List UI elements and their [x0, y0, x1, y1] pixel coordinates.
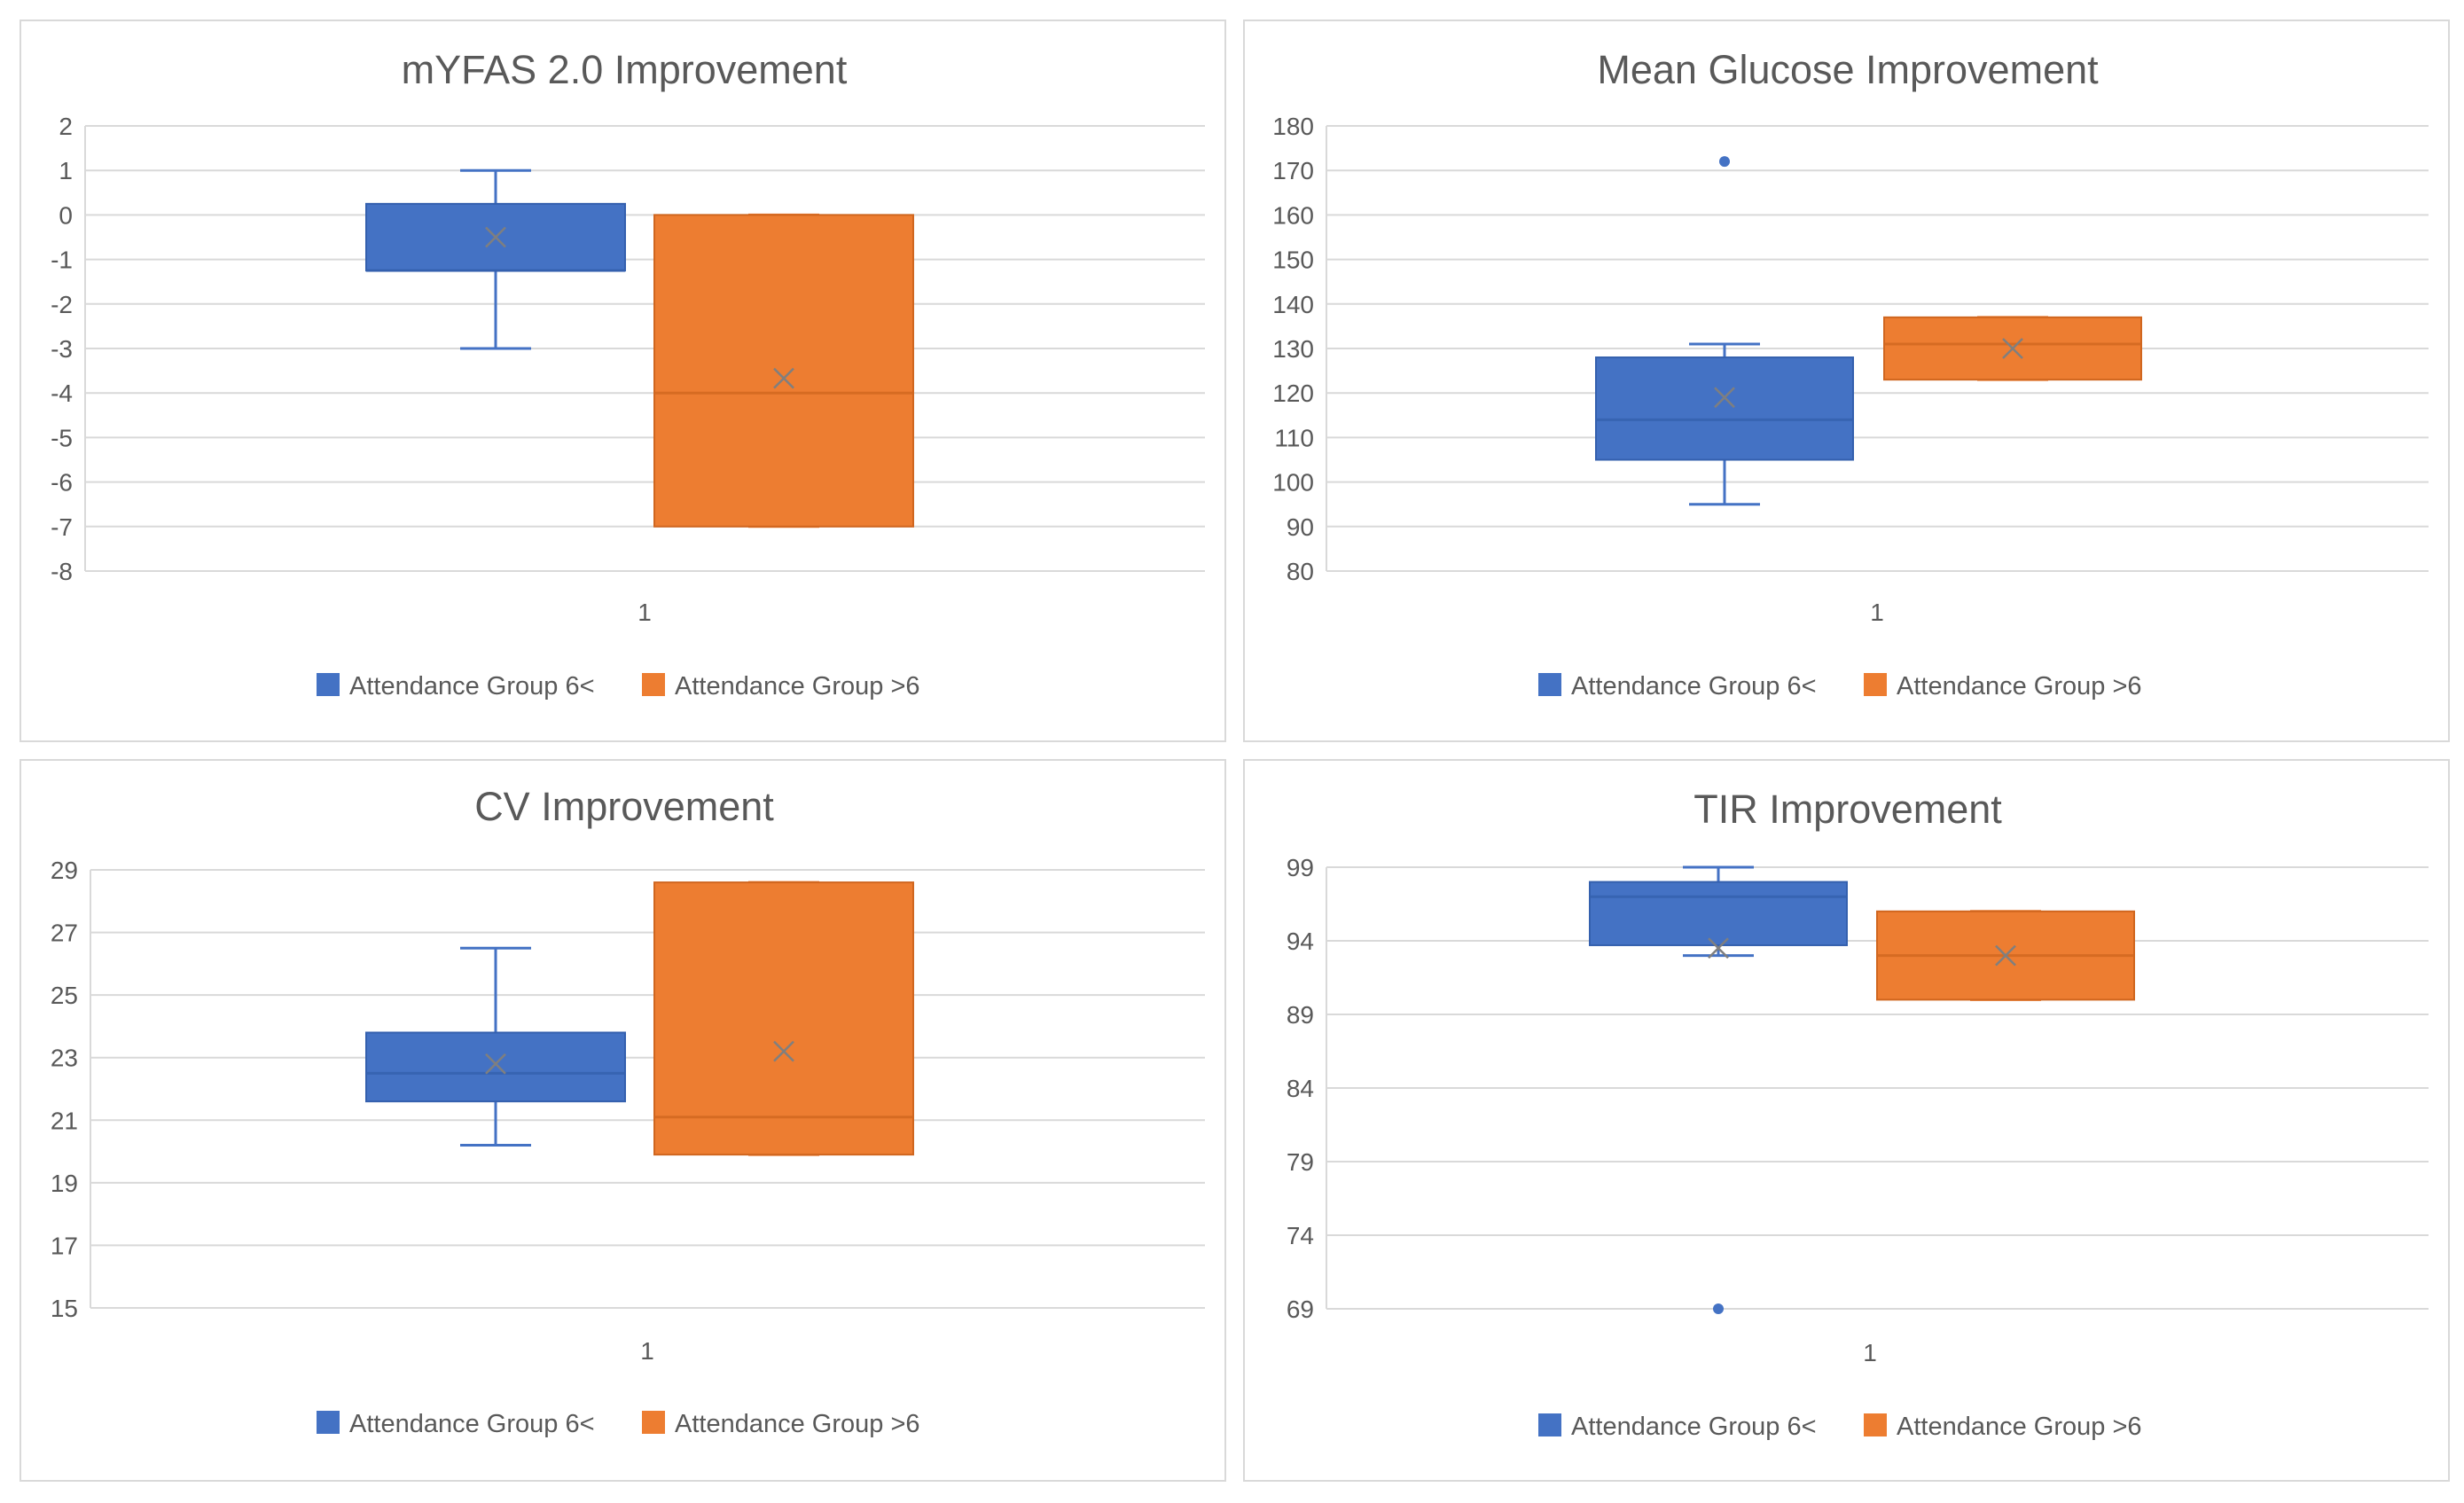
legend: Attendance Group 6< Attendance Group >6: [1538, 672, 2142, 701]
legend-label-group-6-lt: Attendance Group 6<: [349, 672, 595, 701]
y-tick-label: 1: [59, 157, 73, 184]
mean-marker: [485, 226, 506, 248]
legend-swatch-group-6-lt: [1538, 1413, 1561, 1436]
box-group-6-lt: [365, 946, 626, 1147]
outlier-point: [1719, 156, 1730, 168]
legend: Attendance Group 6< Attendance Group >6: [1538, 1413, 2142, 1441]
y-tick-label: -6: [51, 469, 73, 497]
y-tick-label: 89: [1287, 1001, 1314, 1029]
box-group-gt-6: [653, 213, 914, 528]
box-group-gt-6: [1883, 316, 2142, 381]
chart-panel-mean-glucose: Mean Glucose Improvement 180 170 160 150 140…: [1243, 20, 2450, 742]
y-tick-label: 80: [1287, 558, 1314, 585]
y-tick-label: 140: [1272, 291, 1314, 318]
legend-swatch-group-6-lt: [317, 673, 340, 696]
box-group-6-lt: [365, 168, 626, 350]
y-tick-label: 74: [1287, 1222, 1314, 1249]
box-group-6-lt: [1595, 156, 1854, 506]
chart-myfas: mYFAS 2.0 Improvement 2 1 0 -1 -2 -3 -4 -5 -6 -7 -…: [51, 47, 1205, 701]
y-tick-label: -1: [51, 247, 73, 274]
y-tick-label: -4: [51, 380, 73, 407]
y-tick-label: 25: [51, 982, 78, 1009]
legend-swatch-group-gt-6: [1864, 1413, 1887, 1436]
chart-panel-tir: TIR Improvement 99 94 89 84 79 74 69 1 Attenda…: [1243, 759, 2450, 1482]
y-tick-label: 21: [51, 1107, 78, 1134]
y-tick-label: 69: [1287, 1296, 1314, 1323]
mean-marker: [773, 1040, 794, 1062]
box-body: [1595, 356, 1854, 461]
y-tick-label: 15: [51, 1295, 78, 1322]
x-tick-label: 1: [638, 599, 652, 626]
y-tick-label: -2: [51, 291, 73, 318]
legend: Attendance Group 6< Attendance Group >6: [317, 672, 920, 701]
y-tick-label: 79: [1287, 1148, 1314, 1176]
y-tick-label: 150: [1272, 247, 1314, 274]
chart-title: TIR Improvement: [1694, 787, 2002, 832]
y-tick-label: 180: [1272, 113, 1314, 140]
box-body: [365, 1031, 626, 1103]
chart-mean-glucose: Mean Glucose Improvement 180170160150140…: [1272, 47, 2429, 701]
y-tick-label: 0: [59, 201, 73, 229]
y-tick-label: 170: [1272, 157, 1314, 184]
chart-title: CV Improvement: [474, 784, 774, 829]
y-tick-label: 130: [1272, 335, 1314, 363]
y-tick-label: 23: [51, 1045, 78, 1072]
y-tick-label: 110: [1274, 424, 1314, 451]
y-tick-label: 120: [1272, 380, 1314, 407]
x-tick-label: 1: [1870, 599, 1884, 626]
y-tick-label: 99: [1287, 854, 1314, 881]
legend-swatch-group-gt-6: [642, 1411, 665, 1434]
y-tick-label: -7: [51, 513, 73, 541]
y-tick-label: 27: [51, 920, 78, 947]
box-body: [653, 214, 914, 528]
legend-label-group-gt-6: Attendance Group >6: [675, 672, 920, 701]
y-tick-label: 100: [1272, 469, 1314, 497]
legend-label-group-6-lt: Attendance Group 6<: [349, 1410, 595, 1438]
chart-tir: TIR Improvement 99 94 89 84 79 74 69 1 Attenda…: [1287, 787, 2429, 1441]
y-tick-label: 2: [59, 113, 73, 140]
chart-panel-myfas: mYFAS 2.0 Improvement 2 1 0 -1 -2 -3 -4 -5 -6 -7 -…: [20, 20, 1226, 742]
legend-label-group-6-lt: Attendance Group 6<: [1571, 672, 1817, 701]
legend-label-group-gt-6: Attendance Group >6: [1897, 672, 2142, 701]
y-tick-label: -8: [51, 558, 73, 585]
y-tick-label: 29: [51, 857, 78, 884]
mean-marker: [1714, 387, 1735, 409]
legend-swatch-group-6-lt: [317, 1411, 340, 1434]
legend-swatch-group-6-lt: [1538, 673, 1561, 696]
y-tick-label: 17: [51, 1232, 78, 1259]
box-group-gt-6: [653, 881, 914, 1156]
mean-marker: [773, 367, 794, 389]
box-group-gt-6: [1876, 910, 2135, 1001]
y-tick-label: 84: [1287, 1075, 1314, 1102]
legend-label-group-gt-6: Attendance Group >6: [1897, 1413, 2142, 1441]
legend-swatch-group-gt-6: [642, 673, 665, 696]
legend-label-group-gt-6: Attendance Group >6: [675, 1410, 920, 1438]
legend-swatch-group-gt-6: [1864, 673, 1887, 696]
box-body: [653, 881, 914, 1156]
chart-panel-cv: CV Improvement 29 27 25 23 21 19 17 15 1 Attend…: [20, 759, 1226, 1482]
x-tick-label: 1: [1863, 1339, 1877, 1366]
y-tick-label: -3: [51, 335, 73, 363]
y-tick-label: 90: [1287, 513, 1314, 541]
mean-marker: [1995, 944, 2016, 967]
box-group-6-lt: [1589, 865, 1848, 1314]
legend-label-group-6-lt: Attendance Group 6<: [1571, 1413, 1817, 1441]
box-body: [1589, 881, 1848, 946]
legend: Attendance Group 6< Attendance Group >6: [317, 1410, 920, 1438]
x-tick-label: 1: [640, 1337, 654, 1365]
chart-title: mYFAS 2.0 Improvement: [402, 47, 848, 92]
y-tick-label: -5: [51, 424, 73, 451]
chart-cv: CV Improvement 29 27 25 23 21 19 17 15 1 Attend…: [51, 784, 1205, 1438]
outlier-point: [1713, 1303, 1724, 1314]
mean-marker: [485, 1053, 506, 1075]
y-tick-label: 160: [1272, 201, 1314, 229]
y-tick-label: 94: [1287, 928, 1314, 955]
chart-title: Mean Glucose Improvement: [1597, 47, 2099, 92]
y-tick-label: 19: [51, 1170, 78, 1197]
mean-marker: [2002, 338, 2023, 359]
mean-marker: [1708, 937, 1729, 959]
